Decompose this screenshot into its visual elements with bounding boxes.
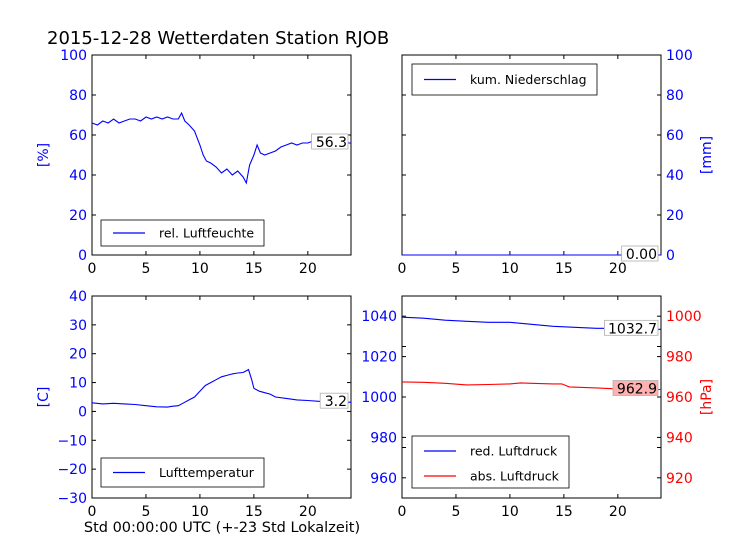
humidity-y-axis-label: [%] bbox=[36, 143, 52, 167]
temperature-y-tick-label: 0 bbox=[78, 404, 87, 420]
precipitation-value-label-box bbox=[621, 245, 659, 262]
humidity-y-tick-label: 80 bbox=[69, 88, 87, 104]
temperature-y-axis-label: [C] bbox=[36, 387, 52, 408]
humidity-y-tick-label: 60 bbox=[69, 128, 87, 144]
humidity-x-tick-label: 15 bbox=[245, 261, 263, 277]
temperature-axes-frame bbox=[91, 295, 352, 499]
precipitation-last-value-label: 0.00 bbox=[626, 247, 657, 263]
pressure-y-right-tick-label: 980 bbox=[666, 350, 693, 366]
pressure-legend-label: red. Luftdruck bbox=[470, 444, 558, 459]
pressure-x-tick-label: 15 bbox=[555, 504, 573, 520]
precipitation-y-tick-label: 40 bbox=[666, 168, 684, 184]
pressure-x-tick-label: 5 bbox=[451, 504, 460, 520]
pressure-y-right-tick-label: 960 bbox=[666, 390, 693, 406]
pressure-y-axis-label: [hPa] bbox=[699, 379, 715, 415]
temperature-x-tick-label: 10 bbox=[191, 504, 209, 520]
pressure-y-tick-label: 1000 bbox=[361, 390, 397, 406]
pressure-x-tick-label: 0 bbox=[398, 504, 407, 520]
precipitation-y-tick-label: 60 bbox=[666, 128, 684, 144]
pressure-x-tick-label: 20 bbox=[609, 504, 627, 520]
temperature-value-label-box bbox=[319, 392, 349, 409]
temperature-series-line-0 bbox=[91, 368, 351, 408]
precipitation-legend-label: kum. Niederschlag bbox=[470, 72, 587, 87]
pressure-y-right-tick-label: 940 bbox=[666, 430, 693, 446]
humidity-x-tick-label: 5 bbox=[141, 261, 150, 277]
footer-x-axis-label: Std 00:00:00 UTC (+-23 Std Lokalzeit) bbox=[84, 520, 360, 536]
humidity-last-value-label: 56.3 bbox=[316, 135, 347, 151]
temperature-x-tick-label: 0 bbox=[88, 504, 97, 520]
temperature-y-tick-label: 20 bbox=[69, 347, 87, 363]
humidity-x-tick-label: 20 bbox=[299, 261, 317, 277]
humidity-series-line-0 bbox=[91, 111, 351, 185]
precipitation-y-tick-label: 100 bbox=[666, 48, 693, 64]
precipitation-x-tick-label: 10 bbox=[501, 261, 519, 277]
humidity-legend-box bbox=[100, 219, 265, 247]
humidity-x-tick-label: 0 bbox=[88, 261, 97, 277]
temperature-last-value-label: 3.2 bbox=[325, 394, 347, 410]
precipitation-x-tick-label: 5 bbox=[451, 261, 460, 277]
pressure-x-tick-label: 10 bbox=[501, 504, 519, 520]
humidity-legend-label: rel. Luftfeuchte bbox=[159, 226, 254, 241]
temperature-x-tick-label: 20 bbox=[299, 504, 317, 520]
pressure-legend-box bbox=[411, 435, 570, 489]
pressure-legend-label: abs. Luftdruck bbox=[470, 469, 560, 484]
humidity-axes-frame bbox=[91, 54, 352, 256]
pressure-y-tick-label: 960 bbox=[370, 471, 397, 487]
temperature-legend-label: Lufttemperatur bbox=[159, 465, 255, 480]
temperature-y-tick-label: −10 bbox=[57, 433, 87, 449]
humidity-y-tick-label: 40 bbox=[69, 168, 87, 184]
precipitation-y-tick-label: 0 bbox=[666, 248, 675, 264]
temperature-x-tick-label: 15 bbox=[245, 504, 263, 520]
temperature-x-tick-label: 5 bbox=[141, 504, 150, 520]
temperature-y-tick-label: 10 bbox=[69, 376, 87, 392]
pressure-panel: 0 5 10 15 20 960 980 1000 1020 1040 920 940 960 980 10… bbox=[361, 295, 715, 520]
pressure-value-label-box bbox=[604, 319, 659, 336]
humidity-value-label-box bbox=[311, 133, 349, 150]
temperature-y-tick-label: −30 bbox=[57, 491, 87, 507]
pressure-value-label-box bbox=[612, 380, 659, 396]
humidity-y-tick-label: 0 bbox=[78, 248, 87, 264]
precipitation-y-tick-label: 20 bbox=[666, 208, 684, 224]
precipitation-x-tick-label: 15 bbox=[555, 261, 573, 277]
precipitation-y-axis-label: [mm] bbox=[699, 136, 715, 174]
temperature-y-tick-label: 30 bbox=[69, 318, 87, 334]
pressure-y-right-tick-label: 920 bbox=[666, 471, 693, 487]
precipitation-x-tick-label: 20 bbox=[609, 261, 627, 277]
figure-title: 2015-12-28 Wetterdaten Station RJOB bbox=[47, 28, 389, 49]
pressure-y-tick-label: 1040 bbox=[361, 309, 397, 325]
precipitation-x-tick-label: 0 bbox=[398, 261, 407, 277]
temperature-panel: 0 5 10 15 20 −30 −20 −10 0 10 20 30 40 [C] 3.2 Lufttemp… bbox=[36, 289, 352, 520]
humidity-y-tick-label: 20 bbox=[69, 208, 87, 224]
pressure-last-value-label: 962.9 bbox=[617, 382, 657, 398]
pressure-y-tick-label: 1020 bbox=[361, 350, 397, 366]
humidity-y-tick-label: 100 bbox=[60, 48, 87, 64]
humidity-x-tick-label: 10 bbox=[191, 261, 209, 277]
pressure-series-line-1 bbox=[401, 381, 662, 391]
temperature-y-tick-label: 40 bbox=[69, 289, 87, 305]
precipitation-panel: 0 5 10 15 20 0 20 40 60 80 100 [mm] 0.00 kum. Nieders… bbox=[398, 48, 715, 277]
precipitation-y-tick-label: 80 bbox=[666, 88, 684, 104]
pressure-y-tick-label: 980 bbox=[370, 430, 397, 446]
pressure-last-value-label: 1032.7 bbox=[608, 321, 657, 337]
humidity-panel: 0 5 10 15 20 0 20 40 60 80 100 [%] 56.3 rel. Luftfeuc… bbox=[36, 48, 352, 277]
pressure-y-right-tick-label: 1000 bbox=[666, 309, 702, 325]
temperature-y-tick-label: −20 bbox=[57, 462, 87, 478]
